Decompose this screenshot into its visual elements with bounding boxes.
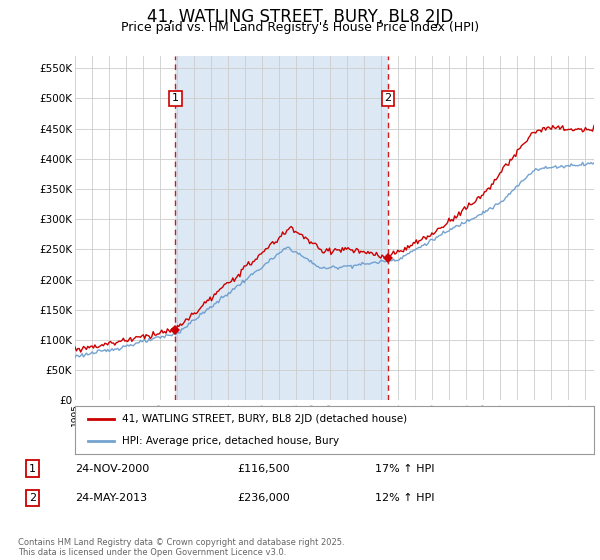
Text: 12% ↑ HPI: 12% ↑ HPI	[375, 493, 434, 503]
Text: HPI: Average price, detached house, Bury: HPI: Average price, detached house, Bury	[122, 436, 339, 446]
Text: £236,000: £236,000	[237, 493, 290, 503]
Text: £116,500: £116,500	[237, 464, 290, 474]
Text: 24-NOV-2000: 24-NOV-2000	[76, 464, 150, 474]
Text: 1: 1	[29, 464, 36, 474]
Text: 1: 1	[172, 94, 179, 103]
Text: 17% ↑ HPI: 17% ↑ HPI	[375, 464, 434, 474]
Text: 41, WATLING STREET, BURY, BL8 2JD: 41, WATLING STREET, BURY, BL8 2JD	[147, 8, 453, 26]
Text: Price paid vs. HM Land Registry's House Price Index (HPI): Price paid vs. HM Land Registry's House …	[121, 21, 479, 34]
Bar	[175, 56, 388, 400]
Text: 2: 2	[385, 94, 392, 103]
Text: Contains HM Land Registry data © Crown copyright and database right 2025.
This d: Contains HM Land Registry data © Crown c…	[18, 538, 344, 557]
Text: 2: 2	[29, 493, 36, 503]
Text: 24-MAY-2013: 24-MAY-2013	[76, 493, 148, 503]
Text: 41, WATLING STREET, BURY, BL8 2JD (detached house): 41, WATLING STREET, BURY, BL8 2JD (detac…	[122, 414, 407, 424]
